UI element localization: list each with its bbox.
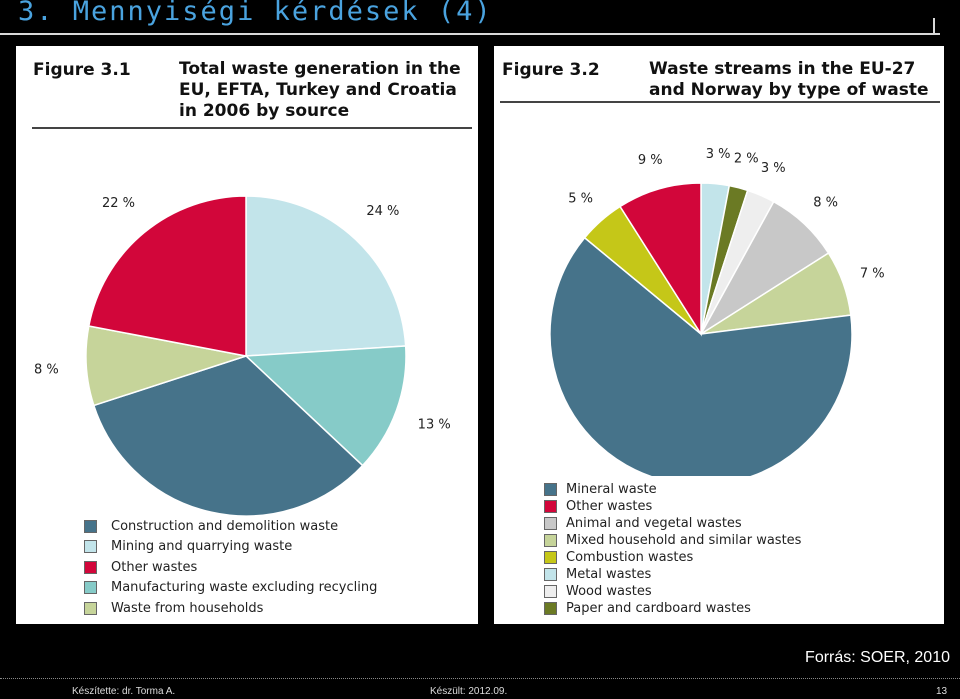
slice-label-mixed-household-and-similar-wastes: 7 % <box>860 266 885 281</box>
source-note: Forrás: SOER, 2010 <box>805 649 950 666</box>
legend-item: Other wastes <box>84 557 377 578</box>
figure-3-1-panel: Figure 3.1 Total waste generation in the… <box>16 46 478 624</box>
legend-swatch <box>544 568 557 581</box>
figure-title-line: Total waste generation in the <box>179 59 461 79</box>
pie-slice-other-wastes <box>619 182 702 337</box>
figure-title-line: in 2006 by source <box>179 101 350 121</box>
footer-author: Készítette: dr. Torma A. <box>72 686 176 697</box>
legend-swatch <box>544 585 557 598</box>
legend-item: Combustion wastes <box>544 549 801 566</box>
legend-label: Other wastes <box>111 559 198 575</box>
slice-label-paper-and-cardboard-wastes: 2 % <box>734 152 759 167</box>
legend-item: Waste from households <box>84 598 377 619</box>
figure-title-line: EU, EFTA, Turkey and Croatia <box>179 80 457 100</box>
legend-swatch <box>544 551 557 564</box>
legend-label: Mineral waste <box>566 482 657 497</box>
pie-chart-waste-by-source: 24 %13 %33 %8 %22 % <box>34 195 451 516</box>
figure-title: Waste streams in the EU-27 and Norway by… <box>649 59 929 101</box>
footer-date: Készült: 2012.09. <box>430 686 508 697</box>
pie-slice-manufacturing-waste-excluding-recycling <box>244 345 407 467</box>
legend-item: Animal and vegetal wastes <box>544 515 801 532</box>
legend-item: Construction and demolition waste <box>84 516 377 537</box>
title-underline <box>0 33 940 35</box>
slice-label-metal-wastes: 3 % <box>706 147 731 162</box>
slice-label-manufacturing-waste-excluding-recycling: 13 % <box>418 418 451 433</box>
legend-swatch <box>544 500 557 513</box>
figure-title-rule <box>500 101 940 103</box>
slice-label-animal-and-vegetal-wastes: 8 % <box>813 195 838 210</box>
pie-slice-construction-and-demolition-waste <box>92 355 364 516</box>
figure-title: Total waste generation in the EU, EFTA, … <box>179 59 461 122</box>
legend-label: Manufacturing waste excluding recycling <box>111 580 378 596</box>
legend-swatch <box>84 581 97 595</box>
legend-swatch <box>84 601 97 615</box>
slice-label-other-wastes: 9 % <box>638 153 663 168</box>
legend-swatch <box>84 540 97 554</box>
legend-item: Wood wastes <box>544 583 801 600</box>
slide-title: 3. Mennyiségi kérdések (4) <box>18 0 493 27</box>
legend-item: Mining and quarrying waste <box>84 537 377 558</box>
slice-label-waste-from-households: 8 % <box>34 363 59 378</box>
figure-title-line: Waste streams in the EU-27 <box>649 59 916 79</box>
pie-chart-waste-by-type: 3 %2 %3 %8 %7 %63 %5 %9 % <box>549 147 885 476</box>
figure-title-rule <box>32 127 472 129</box>
legend-label: Mining and quarrying waste <box>111 539 293 555</box>
legend-label: Construction and demolition waste <box>111 518 339 534</box>
figure-3-2-panel: Figure 3.2 Waste streams in the EU-27 an… <box>494 46 944 624</box>
slice-label-mining-and-quarrying-waste: 24 % <box>366 204 399 219</box>
legend-swatch <box>544 483 557 496</box>
legend-item: Manufacturing waste excluding recycling <box>84 578 377 599</box>
legend-item: Mineral waste <box>544 481 801 498</box>
legend-item: Paper and cardboard wastes <box>544 600 801 617</box>
legend-item: Other wastes <box>544 498 801 515</box>
legend-label: Metal wastes <box>566 567 652 582</box>
footer-divider <box>0 678 960 679</box>
legend-label: Combustion wastes <box>566 550 694 565</box>
slice-label-other-wastes: 22 % <box>102 196 135 211</box>
legend-label: Mixed household and similar wastes <box>566 533 802 548</box>
legend-swatch <box>544 534 557 547</box>
legend-label: Waste from households <box>111 600 264 616</box>
slice-label-wood-wastes: 3 % <box>761 161 786 176</box>
legend-swatch <box>544 602 557 615</box>
figure-number: Figure 3.1 <box>33 60 131 80</box>
figure-title-line: and Norway by type of waste <box>649 80 929 100</box>
pie-slice-mining-and-quarrying-waste <box>245 195 407 357</box>
legend-label: Wood wastes <box>566 584 652 599</box>
legend-swatch <box>84 519 97 533</box>
legend-item: Metal wastes <box>544 566 801 583</box>
legend: Mineral waste Other wastes Animal and ve… <box>544 481 801 617</box>
legend-item: Mixed household and similar wastes <box>544 532 801 549</box>
legend-swatch <box>84 560 97 574</box>
pie-slice-other-wastes <box>87 195 247 357</box>
slice-label-combustion-wastes: 5 % <box>568 192 593 207</box>
title-underline-tick <box>933 18 935 35</box>
legend-label: Animal and vegetal wastes <box>566 516 742 531</box>
legend-label: Paper and cardboard wastes <box>566 601 751 616</box>
pie-slice-mineral-waste <box>549 236 853 476</box>
legend: Construction and demolition waste Mining… <box>84 516 377 619</box>
page-number: 13 <box>936 686 948 697</box>
figure-number: Figure 3.2 <box>502 60 600 80</box>
legend-label: Other wastes <box>566 499 653 514</box>
legend-swatch <box>544 517 557 530</box>
